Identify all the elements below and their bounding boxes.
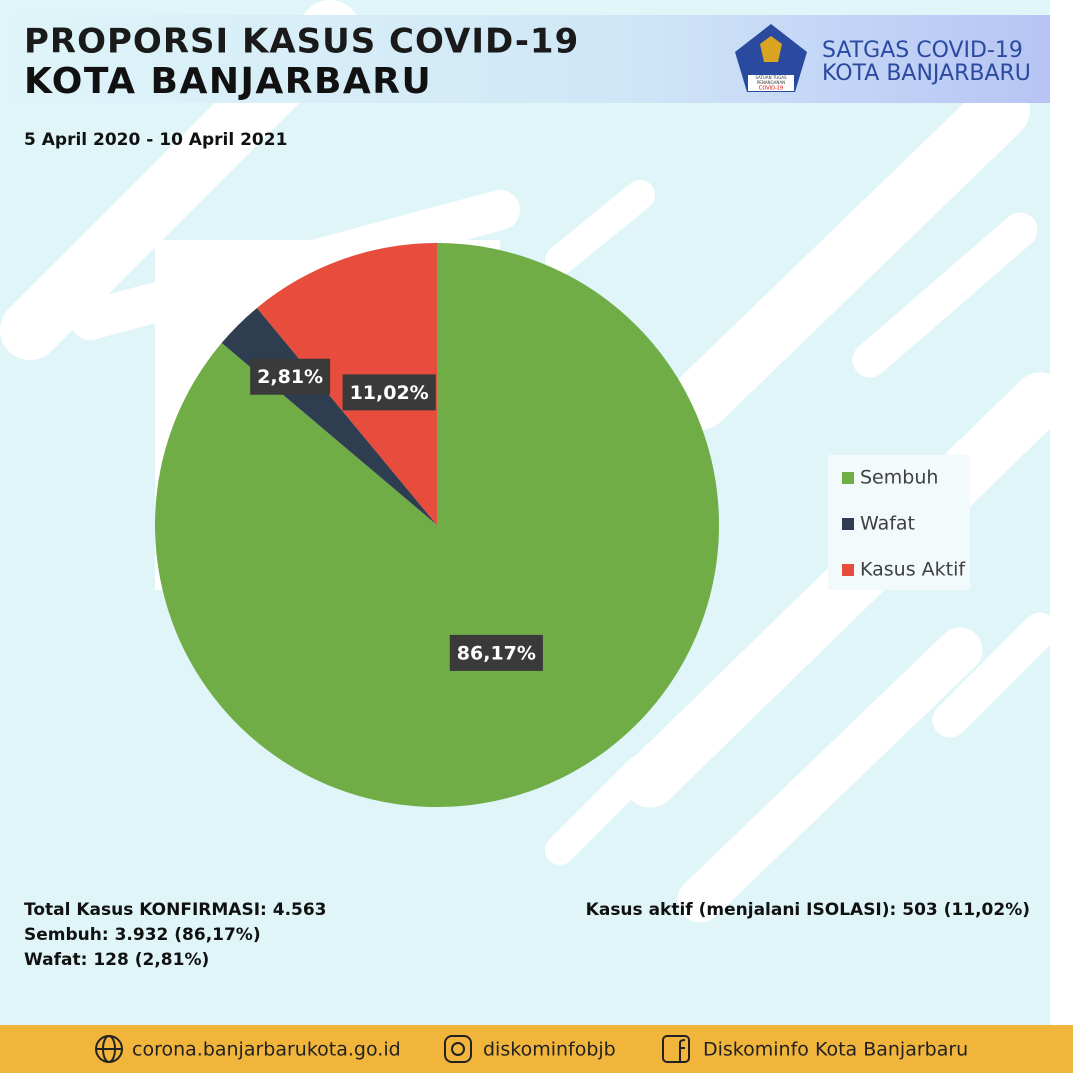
pie-chart: 86,17% 2,81% 11,02% bbox=[154, 243, 720, 807]
logo-text: SATUAN TUGAS bbox=[755, 75, 787, 80]
data-label-box bbox=[250, 358, 331, 395]
data-label-text: 11,02% bbox=[350, 382, 429, 404]
stat: Kasus aktif (menjalani ISOLASI): 503 (11… bbox=[586, 900, 1030, 920]
logo-text: PENANGANAN bbox=[757, 80, 785, 85]
decor-strokes bbox=[0, 0, 1068, 923]
legend: Sembuh Wafat Kasus Aktif bbox=[842, 467, 966, 581]
org-name: SATGAS COVID-19 bbox=[822, 38, 1023, 63]
org-name: KOTA BANJARBARU bbox=[822, 61, 1031, 86]
footer-instagram: diskominfobjb bbox=[483, 1039, 616, 1061]
footer-band bbox=[0, 1025, 1073, 1073]
data-label: 86,17% bbox=[449, 634, 543, 671]
data-label: 2,81% bbox=[250, 358, 331, 395]
data-label-box bbox=[342, 374, 436, 411]
data-label: 11,02% bbox=[342, 374, 436, 411]
title: KOTA BANJARBARU bbox=[24, 61, 432, 102]
footer-icons bbox=[95, 1035, 690, 1063]
legend-label: Sembuh bbox=[860, 467, 938, 489]
legend-label: Wafat bbox=[860, 513, 915, 535]
footer-facebook: Diskominfo Kota Banjarbaru bbox=[703, 1039, 968, 1061]
data-label-text: 86,17% bbox=[457, 642, 536, 664]
footer-website: corona.banjarbarukota.go.id bbox=[132, 1039, 401, 1061]
stat: Total Kasus KONFIRMASI: 4.563 bbox=[24, 900, 327, 920]
legend-swatch bbox=[842, 472, 854, 484]
title: PROPORSI KASUS COVID-19 bbox=[24, 22, 579, 62]
legend-swatch bbox=[842, 564, 854, 576]
logo: SATUAN TUGAS PENANGANAN COVID-19 bbox=[735, 24, 807, 92]
stat: Wafat: 128 (2,81%) bbox=[24, 950, 209, 970]
period: 5 April 2020 - 10 April 2021 bbox=[24, 130, 287, 150]
legend-label: Kasus Aktif bbox=[860, 559, 966, 581]
stat: Sembuh: 3.932 (86,17%) bbox=[24, 925, 261, 945]
logo-text: COVID-19 bbox=[759, 86, 783, 92]
legend-swatch bbox=[842, 518, 854, 530]
data-label-text: 2,81% bbox=[257, 366, 323, 388]
data-label-box bbox=[449, 634, 543, 671]
header-band bbox=[0, 15, 1050, 103]
